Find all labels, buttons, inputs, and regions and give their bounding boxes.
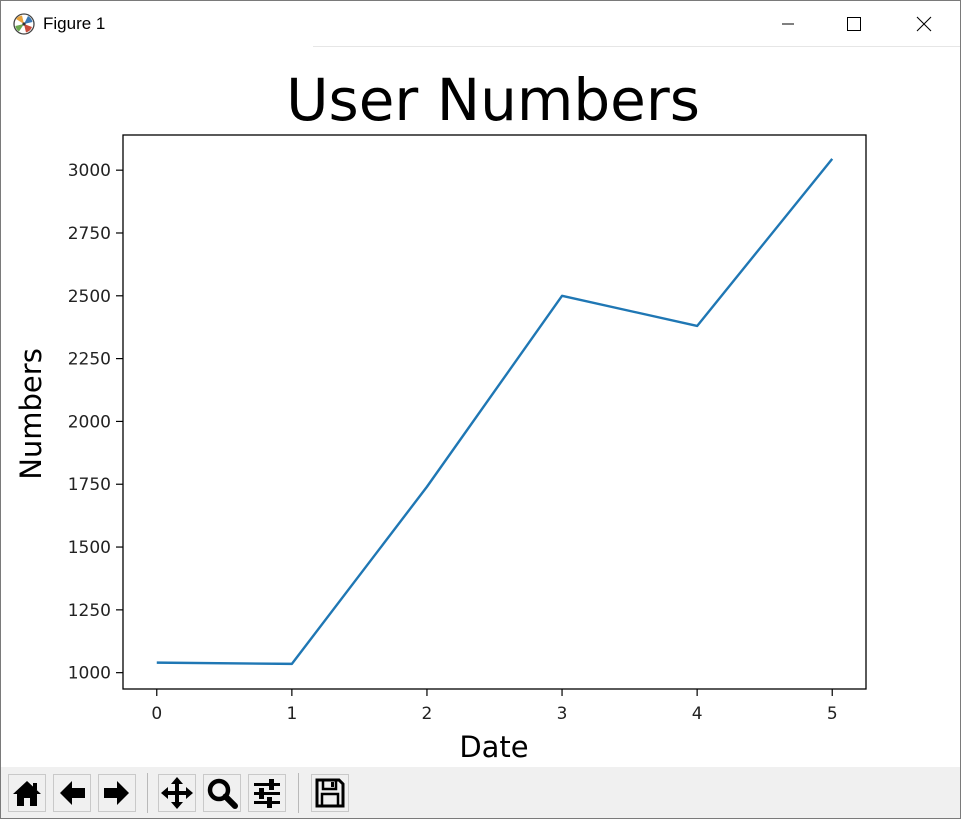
maximize-button[interactable] [821, 1, 887, 47]
x-axis-label: Date [459, 730, 528, 764]
save-button[interactable] [311, 774, 349, 812]
y-tick-label: 1250 [68, 601, 111, 621]
x-tick-label: 2 [422, 704, 433, 724]
y-tick-label: 2000 [68, 412, 111, 432]
y-tick-label: 1750 [68, 475, 111, 495]
close-icon [916, 16, 932, 32]
app-icon [13, 13, 35, 35]
title-bar[interactable]: Figure 1 [1, 1, 960, 47]
toolbar-separator [298, 773, 299, 813]
series-line [156, 158, 834, 666]
window-title: Figure 1 [43, 14, 106, 33]
zoom-icon [207, 778, 238, 809]
maximize-icon [847, 17, 861, 31]
x-tick-label: 5 [827, 704, 838, 724]
navigation-toolbar [1, 767, 960, 818]
save-icon [315, 778, 345, 808]
figure-canvas[interactable]: User Numbers 1000 1250 1500 1750 2000 2250 250… [1, 47, 960, 767]
forward-button[interactable] [98, 774, 136, 812]
title-separator [313, 46, 960, 47]
pan-icon [161, 777, 193, 809]
y-tick-label: 3000 [68, 161, 111, 181]
y-tick-label: 2500 [68, 287, 111, 307]
close-button[interactable] [891, 1, 957, 47]
x-tick-label: 4 [692, 704, 703, 724]
line-chart: User Numbers 100012501500175020002250250… [14, 66, 867, 764]
home-button[interactable] [8, 774, 46, 812]
plot-area-frame [122, 134, 867, 690]
home-icon [13, 781, 41, 806]
y-tick-label: 1500 [68, 538, 111, 558]
y-tick-label: 2250 [68, 350, 111, 370]
chart-title: User Numbers [286, 66, 700, 134]
minimize-button[interactable] [755, 1, 821, 47]
pan-button[interactable] [158, 774, 196, 812]
y-axis-label: Numbers [14, 348, 48, 480]
configure-subplots-button[interactable] [248, 774, 286, 812]
configure-subplots-icon [254, 779, 280, 808]
y-tick-label: 1000 [68, 664, 111, 684]
back-button[interactable] [53, 774, 91, 812]
y-tick-label: 2750 [68, 224, 111, 244]
x-tick-label: 0 [151, 704, 162, 724]
zoom-button[interactable] [203, 774, 241, 812]
x-tick-label: 1 [286, 704, 297, 724]
back-arrow-icon [60, 781, 85, 805]
minimize-icon [782, 23, 794, 25]
toolbar-separator [147, 773, 148, 813]
forward-arrow-icon [104, 781, 129, 805]
x-tick-label: 3 [557, 704, 568, 724]
